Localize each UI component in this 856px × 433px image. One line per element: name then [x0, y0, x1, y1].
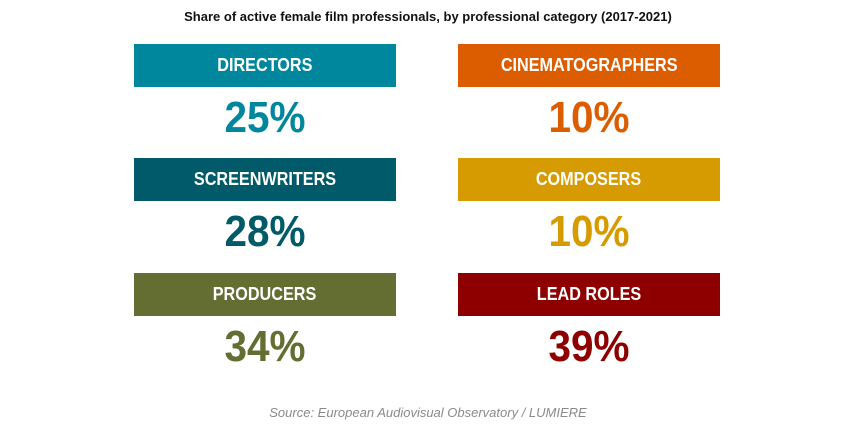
category-value-text: 39%: [548, 322, 630, 371]
category-card-composers: COMPOSERS 10%: [458, 158, 720, 257]
category-label: PRODUCERS: [134, 273, 396, 316]
category-card-directors: DIRECTORS 25%: [134, 44, 396, 143]
category-label-text: SCREENWRITERS: [193, 169, 337, 189]
category-value: 25%: [134, 93, 396, 143]
category-label-text: LEAD ROLES: [536, 284, 642, 304]
category-label-text: DIRECTORS: [217, 55, 313, 75]
category-value: 28%: [134, 207, 396, 257]
category-value-text: 34%: [224, 322, 306, 371]
category-value: 10%: [458, 93, 720, 143]
category-value-text: 10%: [548, 207, 630, 256]
category-card-cinematographers: CINEMATOGRAPHERS 10%: [458, 44, 720, 143]
category-label: DIRECTORS: [134, 44, 396, 87]
source-note: Source: European Audiovisual Observatory…: [269, 405, 587, 420]
category-value: 39%: [458, 322, 720, 372]
category-card-lead-roles: LEAD ROLES 39%: [458, 273, 720, 372]
category-label: CINEMATOGRAPHERS: [458, 44, 720, 87]
category-label: COMPOSERS: [458, 158, 720, 201]
category-label: LEAD ROLES: [458, 273, 720, 316]
category-value-text: 10%: [548, 93, 630, 142]
category-value-text: 25%: [224, 93, 306, 142]
category-label-text: COMPOSERS: [536, 169, 642, 189]
category-card-screenwriters: SCREENWRITERS 28%: [134, 158, 396, 257]
category-value-text: 28%: [224, 207, 306, 256]
category-value: 34%: [134, 322, 396, 372]
category-label-text: PRODUCERS: [213, 284, 317, 304]
category-label: SCREENWRITERS: [134, 158, 396, 201]
chart-title: Share of active female film professional…: [184, 9, 672, 24]
category-card-producers: PRODUCERS 34%: [134, 273, 396, 372]
category-label-text: CINEMATOGRAPHERS: [500, 55, 678, 75]
category-value: 10%: [458, 207, 720, 257]
